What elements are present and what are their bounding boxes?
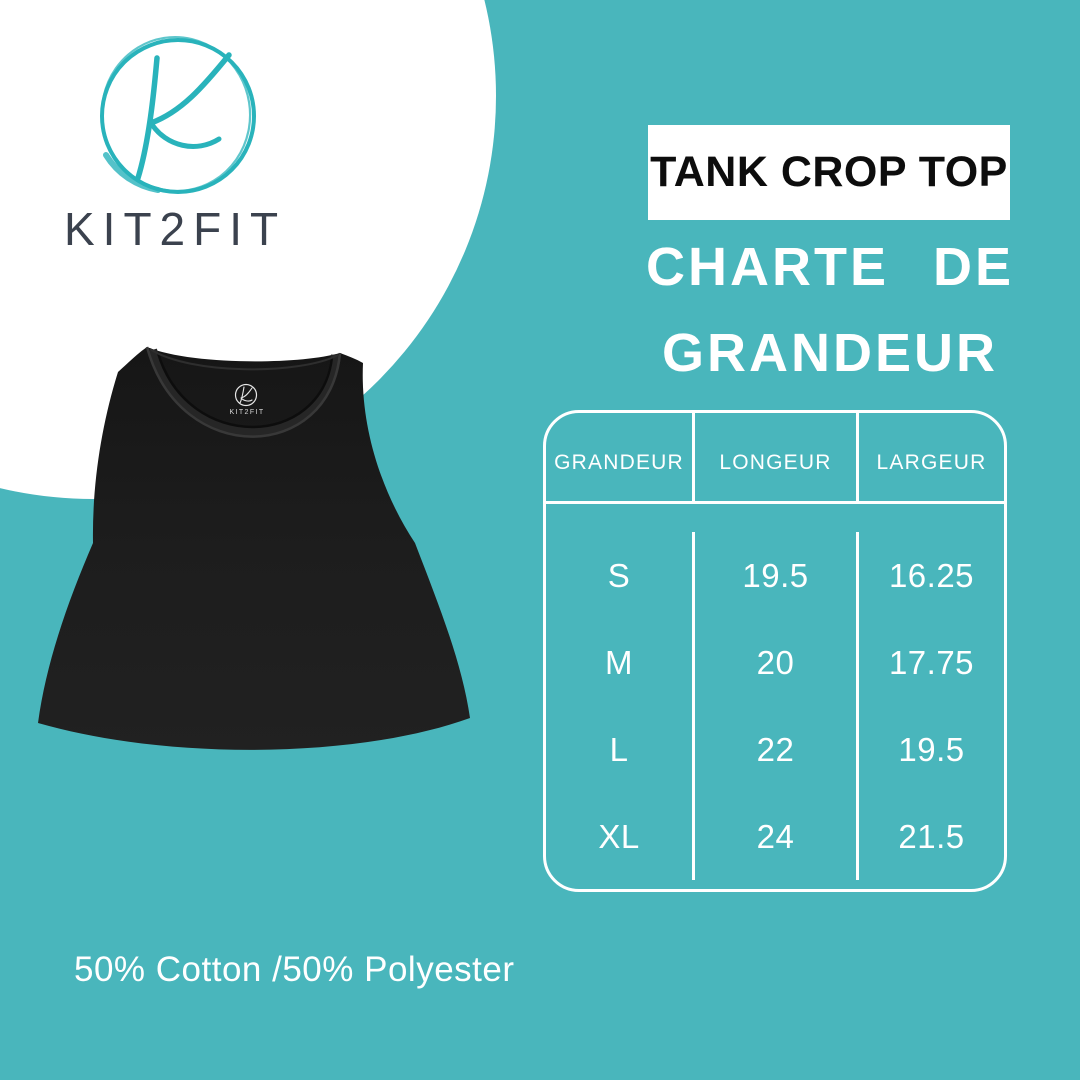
size-chart-heading-line1: CHARTE DE (645, 237, 1014, 297)
width-cell: 19.5 (856, 706, 1004, 793)
table-row: S 19.5 16.25 (546, 532, 1004, 619)
length-cell: 19.5 (692, 532, 856, 619)
size-cell: XL (598, 817, 640, 855)
brand-wordmark: KIT2FIT (64, 203, 287, 255)
width-cell: 17.75 (856, 619, 1004, 706)
size-chart-heading-line2: GRANDEUR (661, 323, 998, 383)
size-chart-header-row: GRANDEUR LONGEUR LARGEUR (546, 413, 1004, 504)
size-chart-heading: CHARTE DE GRANDEUR (610, 224, 1050, 396)
column-header-largeur: LARGEUR (856, 413, 1004, 501)
size-cell: M (605, 643, 633, 681)
material-note: 50% Cotton /50% Polyester (74, 950, 515, 989)
size-cell: L (609, 730, 629, 768)
length-cell: 24 (692, 793, 856, 880)
column-header-grandeur: GRANDEUR (554, 451, 684, 474)
neck-label-text: KIT2FIT (229, 409, 264, 416)
table-row: M 20 17.75 (546, 619, 1004, 706)
product-title-banner: TANK CROP TOP (648, 125, 1010, 220)
table-row: L 22 19.5 (546, 706, 1004, 793)
brand-logo-icon (100, 35, 256, 194)
column-header-longeur: LONGEUR (692, 413, 856, 501)
tank-body-shape (38, 347, 470, 750)
table-row: XL 24 21.5 (546, 793, 1004, 880)
size-chart-body: S 19.5 16.25 M 20 17.75 L 22 19.5 XL 24 … (546, 504, 1004, 880)
neck-label: KIT2FIT (229, 383, 264, 416)
tank-collar (145, 346, 342, 438)
width-cell: 21.5 (856, 793, 1004, 880)
size-cell: S (607, 556, 631, 594)
tank-crop-top-image: KIT2FIT (38, 346, 470, 750)
length-cell: 20 (692, 619, 856, 706)
product-title: TANK CROP TOP (650, 148, 1008, 196)
size-chart-table: GRANDEUR LONGEUR LARGEUR S 19.5 16.25 M … (543, 410, 1007, 892)
length-cell: 22 (692, 706, 856, 793)
width-cell: 16.25 (856, 532, 1004, 619)
